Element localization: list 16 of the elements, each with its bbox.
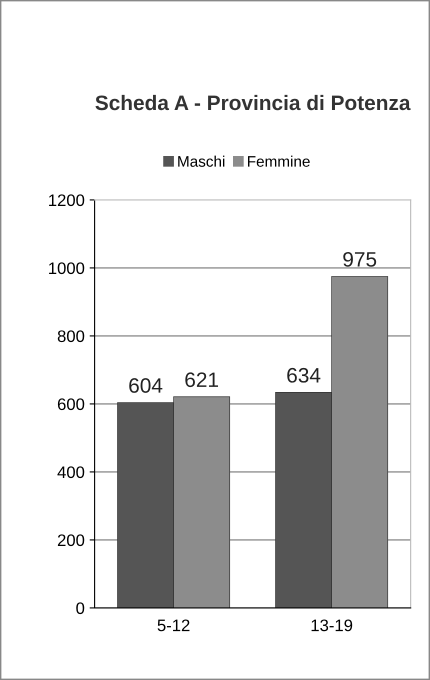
y-tick-label: 800 bbox=[58, 330, 84, 342]
data-label: 604 bbox=[129, 378, 162, 393]
legend-label: Femmine bbox=[248, 156, 310, 167]
data-label: 634 bbox=[287, 368, 320, 383]
x-tick-label: 5-12 bbox=[158, 619, 190, 632]
y-tick-label: 400 bbox=[57, 466, 84, 478]
data-label: 621 bbox=[185, 372, 218, 388]
y-tick-label: 1000 bbox=[49, 262, 84, 274]
y-tick-label: 1200 bbox=[49, 194, 84, 206]
x-tick-label: 13-19 bbox=[312, 619, 352, 632]
y-tick-label: 600 bbox=[58, 398, 84, 410]
chart-title: Scheda A - Provincia di Potenza bbox=[95, 94, 411, 110]
legend-label: Maschi bbox=[178, 156, 224, 167]
y-tick-label: 200 bbox=[58, 534, 84, 546]
data-label: 975 bbox=[343, 252, 376, 267]
y-tick-label: 0 bbox=[76, 602, 84, 614]
